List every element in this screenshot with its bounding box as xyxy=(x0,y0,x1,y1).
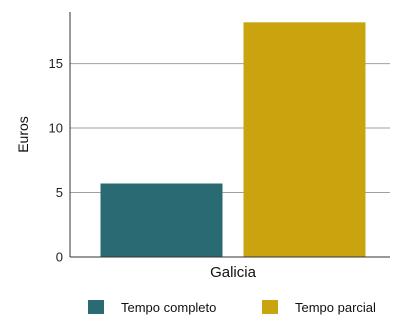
y-axis-title: Euros xyxy=(15,116,31,153)
y-tick-label: 0 xyxy=(56,250,63,265)
y-tick-labels: 0 5 10 15 xyxy=(49,56,63,264)
bars-group xyxy=(100,22,366,257)
bar-tempo-parcial xyxy=(243,22,366,257)
axes xyxy=(69,12,390,258)
y-tick-label: 5 xyxy=(56,185,63,200)
legend-label: Tempo parcial xyxy=(295,300,376,315)
category-labels: Galicia xyxy=(210,264,257,281)
x-category-label: Galicia xyxy=(210,264,257,281)
legend: Tempo completo Tempo parcial xyxy=(88,300,376,315)
legend-swatch xyxy=(262,300,278,314)
y-tick-label: 15 xyxy=(49,56,63,71)
legend-label: Tempo completo xyxy=(121,300,216,315)
legend-swatch xyxy=(88,300,104,314)
bar-tempo-completo xyxy=(100,183,223,257)
y-tick-label: 10 xyxy=(49,121,63,136)
